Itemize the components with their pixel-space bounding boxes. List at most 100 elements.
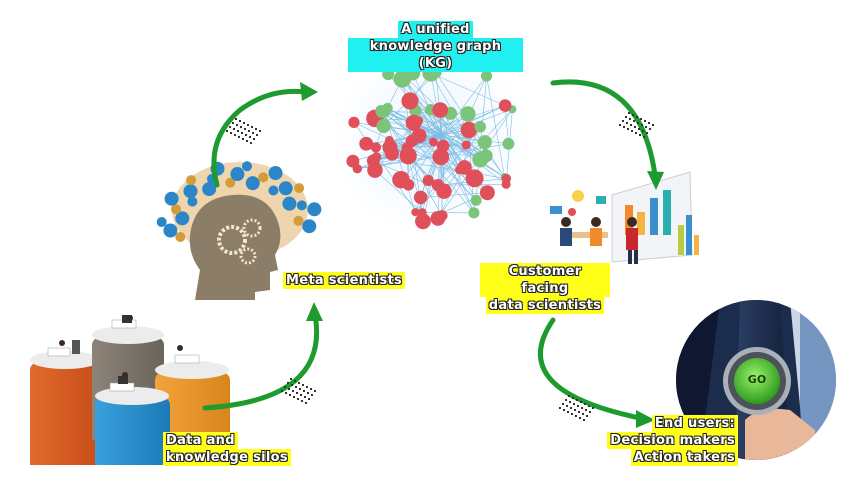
pixel-dot (563, 409, 565, 411)
pixel-dot (255, 128, 257, 130)
kg-node (436, 210, 448, 221)
pixel-dot (572, 397, 574, 399)
brain-icon-bubble (268, 166, 283, 181)
pixel-dot (580, 401, 582, 403)
pixel-dot (232, 122, 234, 124)
arrow-customer-to-endusers (538, 317, 643, 421)
kg-edge (387, 107, 475, 214)
pixel-dot (636, 116, 638, 118)
pixel-dot (314, 390, 316, 392)
pixel-dot (311, 394, 313, 396)
pixel-dot (649, 128, 651, 130)
kg-node (428, 137, 438, 147)
brain-icon-bubble (245, 176, 260, 191)
pixel-dot (582, 413, 584, 415)
pixel-dot (241, 132, 243, 134)
pixel-dot (239, 120, 241, 122)
pixel-dot (281, 390, 283, 392)
pixel-dot (641, 124, 643, 126)
brain-icon-bubble (156, 217, 167, 228)
pixel-dot (584, 403, 586, 405)
pixel-dot (646, 132, 648, 134)
kg-node (348, 116, 360, 128)
end-users-label: End users: Decision makers Action takers (607, 415, 738, 466)
arrow-kg-to-customer (550, 79, 658, 178)
kg-node (415, 213, 431, 230)
brain-icon-bubble (282, 196, 297, 211)
pixel-dot (627, 128, 629, 130)
pixel-dot (247, 124, 249, 126)
kg-node (465, 169, 484, 188)
pixel-dot (248, 130, 250, 132)
pixel-dot (589, 411, 591, 413)
kg-node (405, 114, 422, 131)
pixel-dot (652, 124, 654, 126)
pixel-dot (285, 392, 287, 394)
pixel-dot (643, 136, 645, 138)
kg-node (399, 147, 417, 165)
pixel-dot (245, 134, 247, 136)
brain-icon-bubble (175, 231, 186, 242)
pixel-dot (305, 402, 307, 404)
pixel-dot (243, 122, 245, 124)
pixel-dot (585, 409, 587, 411)
arrow-heads (300, 82, 664, 428)
pixel-dot (233, 128, 235, 130)
pixel-dot (292, 390, 294, 392)
brain-icon-bubble (163, 223, 178, 238)
pixel-dot (577, 405, 579, 407)
pixel-dot (291, 384, 293, 386)
pixel-dot (295, 386, 297, 388)
pixel-dot (298, 382, 300, 384)
kg-edge (357, 155, 409, 169)
pixel-dot (644, 120, 646, 122)
pixel-dot (240, 126, 242, 128)
kg-node (367, 162, 383, 178)
kg-node (455, 165, 464, 175)
pixel-dot (575, 415, 577, 417)
pixel-dot (633, 120, 635, 122)
kg-node (472, 151, 489, 168)
kg-node (436, 139, 450, 153)
kg-edge (439, 110, 460, 170)
pixel-dot (583, 419, 585, 421)
pixel-dot (226, 130, 228, 132)
pixel-dot (289, 394, 291, 396)
kg-node (422, 174, 434, 187)
kg-node (370, 142, 382, 153)
kg-node (460, 106, 476, 122)
brain-icon-bubble (202, 182, 217, 197)
kg-edge (374, 169, 423, 213)
kg-node (346, 154, 360, 168)
pixel-dot (579, 417, 581, 419)
pixel-dot (571, 413, 573, 415)
pixel-dot (566, 405, 568, 407)
kg-node (460, 121, 478, 139)
pixel-dot (634, 126, 636, 128)
kg-edge (430, 72, 506, 106)
pixel-dot (639, 134, 641, 136)
kg-node (359, 136, 374, 151)
pixel-dot (230, 132, 232, 134)
kg-edge (387, 107, 477, 201)
pixel-dot (626, 122, 628, 124)
pixel-dot (307, 392, 309, 394)
brain-icon-bubble (225, 177, 236, 188)
kg-node (468, 207, 480, 219)
kg-node (375, 104, 386, 116)
pixel-dot (302, 384, 304, 386)
pixel-dot (622, 120, 624, 122)
brain-icon-bubble (175, 211, 190, 226)
pixel-dot (301, 400, 303, 402)
pixel-dot (246, 140, 248, 142)
kg-label-line-2: knowledge graph (KG) (348, 38, 523, 72)
pixel-dot (638, 128, 640, 130)
arrow-brain-to-kg (211, 88, 308, 188)
kg-node (432, 102, 449, 118)
data-scientists-illustration (550, 171, 699, 264)
silos-label: Data and knowledge silos (163, 432, 291, 466)
kg-edge (409, 100, 487, 157)
pixel-dot (250, 142, 252, 144)
knowledge-graph-illustration (334, 42, 530, 238)
pixel-dot (630, 124, 632, 126)
